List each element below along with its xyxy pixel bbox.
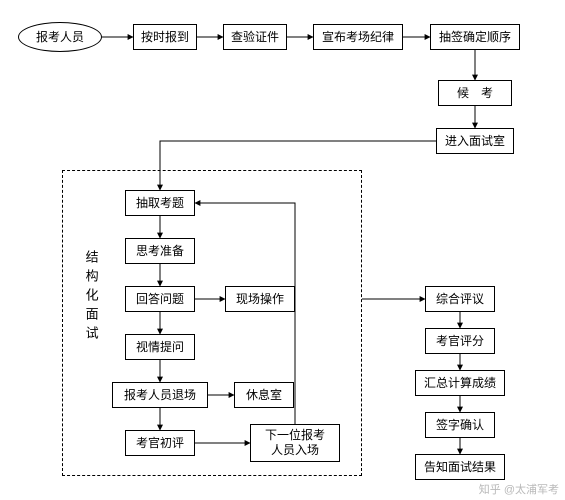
node-n5: 候 考 [438, 80, 512, 106]
node-label: 进入面试室 [445, 134, 505, 149]
node-label: 查验证件 [231, 30, 279, 45]
node-g6: 考官初评 [125, 430, 195, 456]
node-g5b: 休息室 [234, 382, 294, 408]
node-n3: 宣布考场纪律 [313, 24, 403, 50]
node-label: 报考人员 [36, 30, 84, 45]
node-label: 综合评议 [436, 292, 484, 307]
node-label: 回答问题 [136, 292, 184, 307]
node-n4: 抽签确定顺序 [430, 24, 520, 50]
node-label: 休息室 [246, 388, 282, 403]
node-label: 汇总计算成绩 [424, 376, 496, 391]
node-g1: 抽取考题 [125, 190, 195, 216]
node-r1: 综合评议 [425, 286, 495, 312]
node-g5: 报考人员退场 [112, 382, 208, 408]
node-label: 视情提问 [136, 340, 184, 355]
node-r3: 汇总计算成绩 [415, 370, 505, 396]
node-label: 宣布考场纪律 [322, 30, 394, 45]
node-label: 现场操作 [236, 292, 284, 307]
node-label: 签字确认 [436, 418, 484, 433]
node-label: 考官评分 [436, 334, 484, 349]
node-g4: 视情提问 [125, 334, 195, 360]
flowchart-canvas: 结构化面试 报考人员 按时报到 查验证件 宣布考场纪律 抽签确定顺序 候 考 进… [0, 0, 565, 500]
node-start: 报考人员 [18, 22, 102, 52]
node-g3: 回答问题 [125, 286, 195, 312]
node-n1: 按时报到 [133, 24, 197, 50]
node-r2: 考官评分 [425, 328, 495, 354]
node-r5: 告知面试结果 [415, 454, 505, 480]
node-label: 候 考 [457, 86, 493, 101]
group-label: 结构化面试 [76, 250, 105, 345]
node-label: 下一位报考 人员入场 [265, 428, 325, 458]
node-label: 报考人员退场 [124, 388, 196, 403]
node-label: 告知面试结果 [424, 460, 496, 475]
node-label: 抽签确定顺序 [439, 30, 511, 45]
node-label: 抽取考题 [136, 196, 184, 211]
node-n2: 查验证件 [223, 24, 287, 50]
node-g6b: 下一位报考 人员入场 [250, 424, 340, 462]
node-label: 考官初评 [136, 436, 184, 451]
node-r4: 签字确认 [425, 412, 495, 438]
node-label: 思考准备 [136, 244, 184, 259]
watermark: 知乎 @太浦军考 [479, 481, 559, 497]
node-g2: 思考准备 [125, 238, 195, 264]
node-g3b: 现场操作 [225, 286, 295, 312]
node-n6: 进入面试室 [436, 128, 514, 154]
node-label: 按时报到 [141, 30, 189, 45]
